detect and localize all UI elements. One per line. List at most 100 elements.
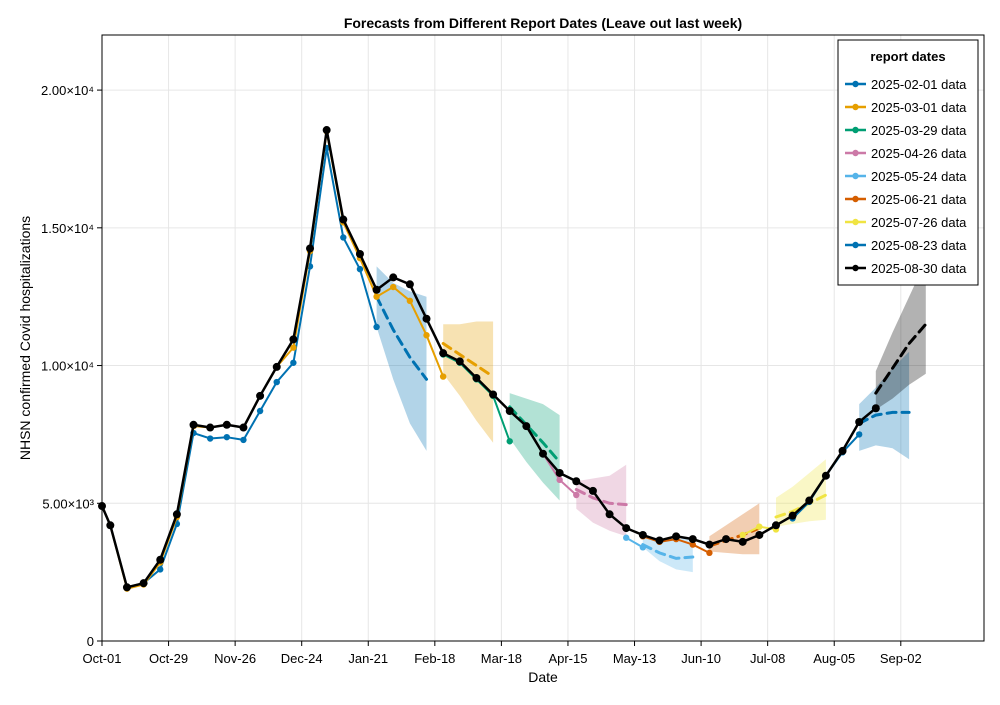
- legend-entry-label: 2025-08-30 data: [871, 261, 967, 276]
- data-point: [689, 541, 696, 548]
- data-point: [506, 438, 513, 445]
- forecast-band: [642, 536, 693, 573]
- data-point: [805, 496, 814, 505]
- x-tick-label: Mar-18: [481, 651, 522, 666]
- legend-entry-label: 2025-03-01 data: [871, 100, 967, 115]
- data-point: [222, 420, 231, 429]
- data-point: [373, 293, 380, 300]
- data-point: [655, 536, 664, 545]
- x-tick-label: Jun-10: [681, 651, 721, 666]
- data-point: [855, 431, 863, 438]
- forecast-median-line: [508, 405, 562, 464]
- forecast-band: [776, 459, 826, 527]
- data-point: [788, 511, 797, 520]
- data-point: [157, 566, 164, 573]
- forecast-median-line: [375, 295, 428, 381]
- legend-swatch-marker: [852, 172, 859, 180]
- x-tick-label: May-13: [613, 651, 656, 666]
- x-tick-label: Dec-24: [281, 651, 323, 666]
- data-point: [340, 234, 347, 241]
- data-point: [722, 535, 731, 544]
- y-tick-label: 1.00×10⁴: [41, 359, 94, 374]
- legend-swatch-marker: [852, 218, 859, 226]
- data-point: [871, 404, 880, 413]
- chart-title: Forecasts from Different Report Dates (L…: [344, 15, 742, 31]
- data-point: [273, 378, 280, 386]
- legend-swatch-marker: [852, 126, 859, 134]
- data-point: [223, 433, 231, 441]
- forecast-median-line: [574, 488, 628, 507]
- data-point: [289, 335, 298, 344]
- legend-swatch-marker: [852, 241, 859, 249]
- data-point: [605, 510, 614, 519]
- legend-swatch-marker: [852, 195, 859, 203]
- data-point: [672, 532, 681, 541]
- y-tick-label: 2.00×10⁴: [41, 83, 94, 98]
- data-point: [240, 436, 247, 444]
- legend-swatch-marker: [852, 103, 859, 111]
- forecast-median-line: [441, 342, 495, 379]
- data-point: [755, 530, 764, 539]
- series-group: [98, 126, 928, 592]
- forecast-median-line: [774, 493, 828, 519]
- data-point: [373, 323, 380, 331]
- data-point: [771, 521, 780, 530]
- legend-entry-label: 2025-03-29 data: [871, 123, 967, 138]
- data-point: [406, 297, 414, 305]
- data-point: [290, 344, 297, 351]
- legend: report dates 2025-02-01 data 2025-03-01 da…: [837, 39, 979, 286]
- data-point: [439, 373, 447, 380]
- data-point: [638, 530, 647, 539]
- data-point: [739, 531, 746, 539]
- data-point: [573, 491, 580, 499]
- data-point: [306, 244, 315, 253]
- data-point: [539, 449, 547, 458]
- legend-entry-label: 2025-07-26 data: [871, 215, 967, 230]
- x-tick-label: Jan-21: [348, 651, 388, 666]
- data-point: [556, 476, 563, 484]
- forecast-band: [859, 351, 910, 460]
- forecast-band: [509, 393, 560, 501]
- data-point: [455, 357, 464, 366]
- data-point: [290, 359, 297, 366]
- legend-entry-label: 2025-04-26 data: [871, 146, 967, 161]
- series-line: [101, 147, 378, 589]
- data-point: [206, 423, 215, 432]
- data-point: [688, 535, 697, 544]
- data-point: [256, 391, 265, 400]
- x-tick-label: Apr-15: [548, 651, 587, 666]
- x-tick-label: Oct-29: [149, 651, 188, 666]
- x-axis-title: Date: [528, 669, 558, 685]
- data-point: [256, 407, 264, 415]
- data-point: [706, 549, 713, 557]
- data-point: [838, 446, 847, 455]
- forecast-median-line: [857, 410, 911, 425]
- data-point: [439, 349, 448, 358]
- y-axis-title: NHSN confirmed Covid hospitalizations: [17, 216, 33, 460]
- legend-swatch-marker: [852, 264, 859, 272]
- forecast-bands: [376, 260, 926, 573]
- data-point: [356, 265, 364, 273]
- data-point: [855, 418, 864, 427]
- data-point: [555, 468, 564, 477]
- axis-ticks: Oct-01 Oct-29 Nov-26 Dec-24 Jan-21 Feb-18 Mar-…: [41, 83, 922, 666]
- data-point: [472, 373, 481, 382]
- forecast-median-line: [874, 322, 928, 395]
- data-point: [139, 579, 148, 588]
- data-point: [355, 249, 364, 258]
- legend-entry-label: 2025-05-24 data: [871, 169, 967, 184]
- legend-entry-label: 2025-06-21 data: [871, 192, 967, 207]
- data-point: [389, 273, 398, 282]
- legend-entry-label: 2025-08-23 data: [871, 238, 967, 253]
- data-point: [572, 477, 581, 486]
- data-point: [489, 390, 498, 399]
- data-point: [738, 537, 747, 546]
- legend-swatch-marker: [852, 80, 859, 88]
- data-point: [390, 283, 397, 291]
- y-tick-label: 0: [87, 634, 94, 649]
- data-point: [322, 126, 331, 135]
- y-tick-label: 5.00×10³: [42, 496, 94, 511]
- data-point: [272, 362, 281, 371]
